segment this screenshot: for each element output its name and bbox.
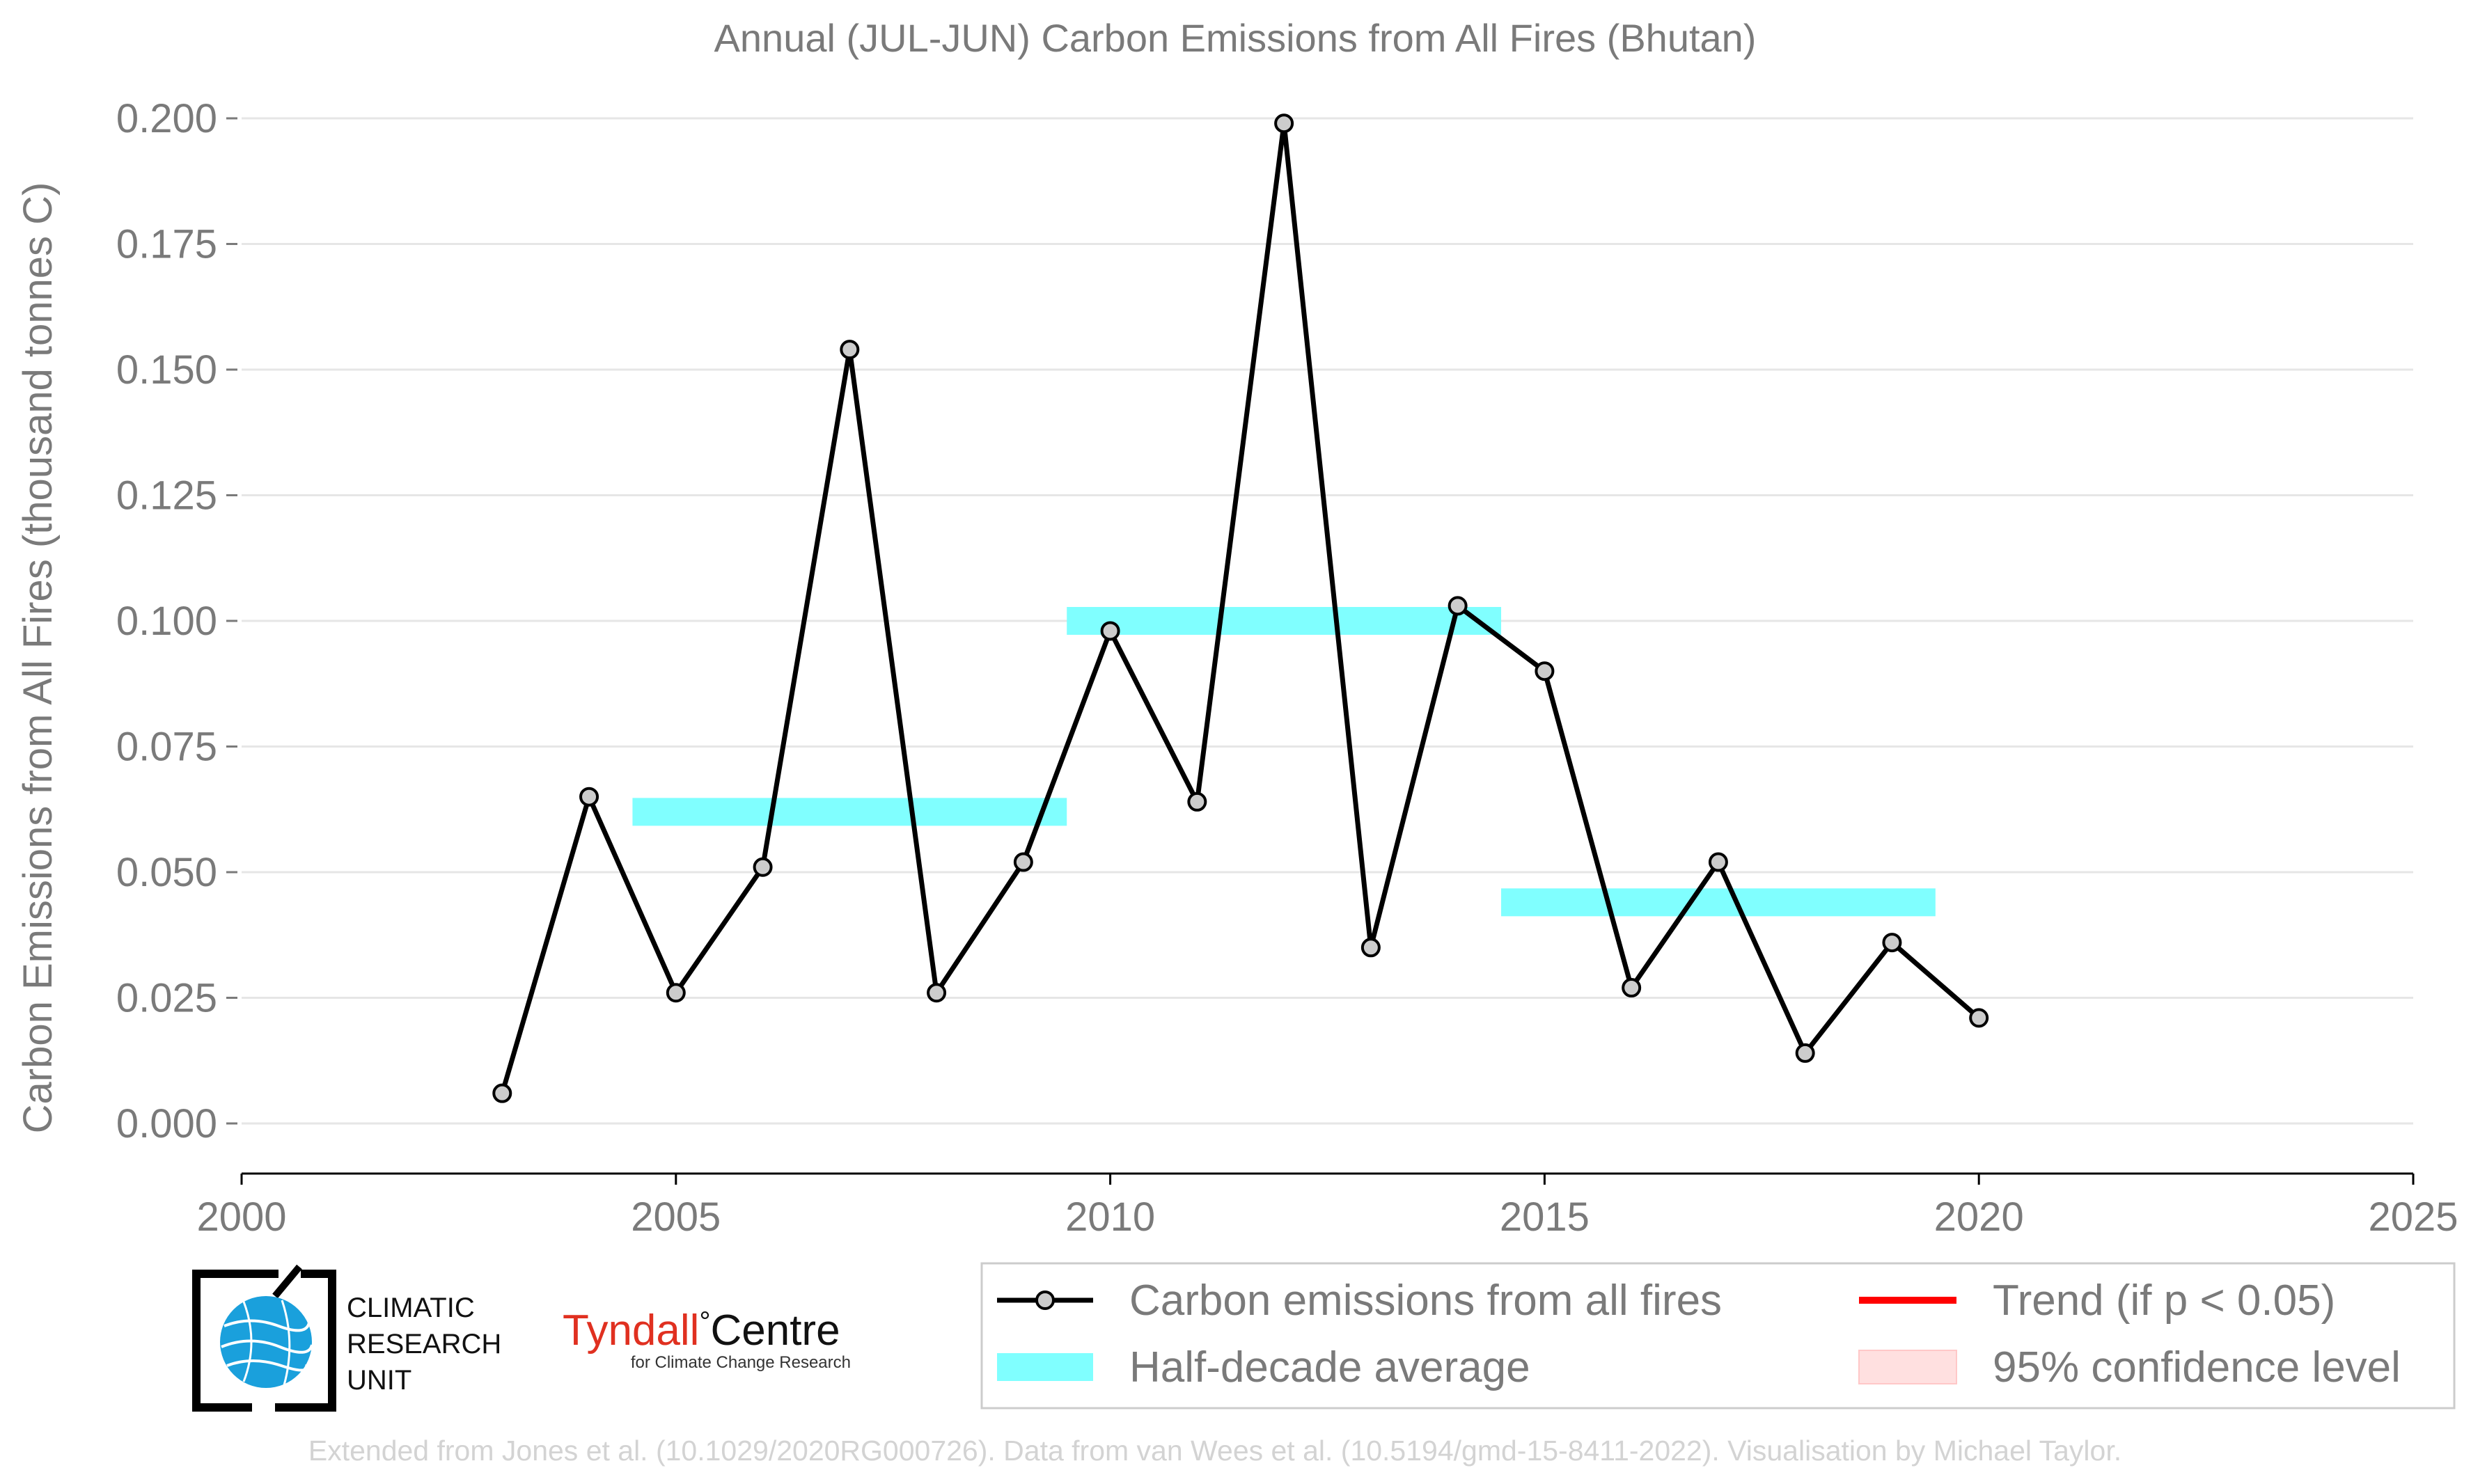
half-decade-band-0 <box>632 798 1067 826</box>
data-point-2010 <box>1100 621 1120 641</box>
data-point-2006 <box>753 857 773 877</box>
data-point-2020 <box>1969 1008 1989 1028</box>
data-point-2018 <box>1795 1043 1815 1063</box>
data-point-2009 <box>1013 852 1033 872</box>
data-point-2005 <box>666 983 686 1003</box>
x-tick-label-0: 2000 <box>196 1194 286 1240</box>
x-tick-label-4: 2020 <box>1934 1194 2024 1240</box>
tyndall-degree: ° <box>699 1307 710 1337</box>
data-point-2019 <box>1882 933 1902 953</box>
y-tick-label-2: 0.050 <box>116 850 217 895</box>
series-line-0 <box>499 120 1981 1094</box>
globe-icon <box>220 1296 313 1388</box>
legend-label-trend: Trend (if p < 0.05) <box>1993 1277 2335 1325</box>
tyndall-brand: Tyndall°Centre <box>563 1307 840 1355</box>
legend-band-swatch <box>997 1353 1093 1381</box>
x-tick-labels: 2000 2005 2010 2015 2020 2025 <box>196 1174 2458 1240</box>
series-group <box>492 113 1989 1103</box>
data-point-2008 <box>927 983 947 1003</box>
half-decade-bands <box>632 607 1936 917</box>
y-tick-label-4: 0.100 <box>116 599 217 644</box>
tyndall-tagline: for Climate Change Research <box>631 1353 851 1372</box>
tyndall-brand-name: Tyndall <box>563 1307 699 1355</box>
y-tick-label-1: 0.025 <box>116 976 217 1021</box>
data-point-2015 <box>1535 661 1555 681</box>
x-tick-label-1: 2005 <box>631 1194 721 1240</box>
legend-confidence-swatch <box>1858 1350 1957 1384</box>
data-point-2014 <box>1448 596 1468 616</box>
data-point-2012 <box>1274 113 1294 134</box>
data-point-2013 <box>1360 938 1381 958</box>
legend-label-half-decade: Half-decade average <box>1129 1343 1530 1391</box>
half-decade-band-1 <box>1067 607 1502 635</box>
legend-marker-swatch <box>1035 1290 1055 1310</box>
cru-logo: CLIMATIC RESEARCH UNIT <box>192 1264 501 1412</box>
data-point-2004 <box>579 787 599 807</box>
cru-text-line3: UNIT <box>347 1365 411 1396</box>
cru-frame-left <box>192 1270 279 1412</box>
legend-box <box>980 1262 2456 1410</box>
y-tick-labels: 0.000 0.025 0.050 0.075 0.100 0.125 0.150 0.175… <box>116 96 237 1146</box>
cru-text-line1: CLIMATIC <box>347 1293 475 1323</box>
x-tick-label-2: 2010 <box>1065 1194 1155 1240</box>
data-point-2007 <box>840 340 860 360</box>
legend: Carbon emissions from all fires Half-dec… <box>980 1262 2456 1410</box>
y-tick-label-0: 0.000 <box>116 1101 217 1146</box>
credit-text: Extended from Jones et al. (10.1029/2020… <box>308 1435 2121 1467</box>
chart-title: Annual (JUL-JUN) Carbon Emissions from A… <box>714 16 1757 60</box>
cru-text-line2: RESEARCH <box>347 1329 501 1359</box>
cru-frame-slash <box>272 1264 302 1299</box>
cru-frame-right <box>275 1270 336 1412</box>
y-axis-label: Carbon Emissions from All Fires (thousan… <box>15 182 61 1134</box>
half-decade-band-2 <box>1501 888 1936 917</box>
y-tick-label-3: 0.075 <box>116 725 217 770</box>
data-point-2016 <box>1622 978 1642 998</box>
data-point-2011 <box>1187 791 1207 812</box>
tyndall-centre: Centre <box>710 1307 840 1355</box>
legend-label-emissions: Carbon emissions from all fires <box>1129 1277 1722 1325</box>
data-point-2003 <box>492 1083 512 1103</box>
x-tick-label-3: 2015 <box>1500 1194 1590 1240</box>
y-tick-label-6: 0.150 <box>116 347 217 393</box>
tyndall-logo: Tyndall°Centre for Climate Change Resear… <box>563 1307 851 1372</box>
data-point-2017 <box>1708 852 1728 872</box>
y-tick-label-5: 0.125 <box>116 473 217 519</box>
legend-label-confidence: 95% confidence level <box>1993 1343 2401 1391</box>
x-tick-label-5: 2025 <box>2368 1194 2458 1240</box>
y-tick-label-8: 0.200 <box>116 96 217 141</box>
y-tick-label-7: 0.175 <box>116 222 217 267</box>
